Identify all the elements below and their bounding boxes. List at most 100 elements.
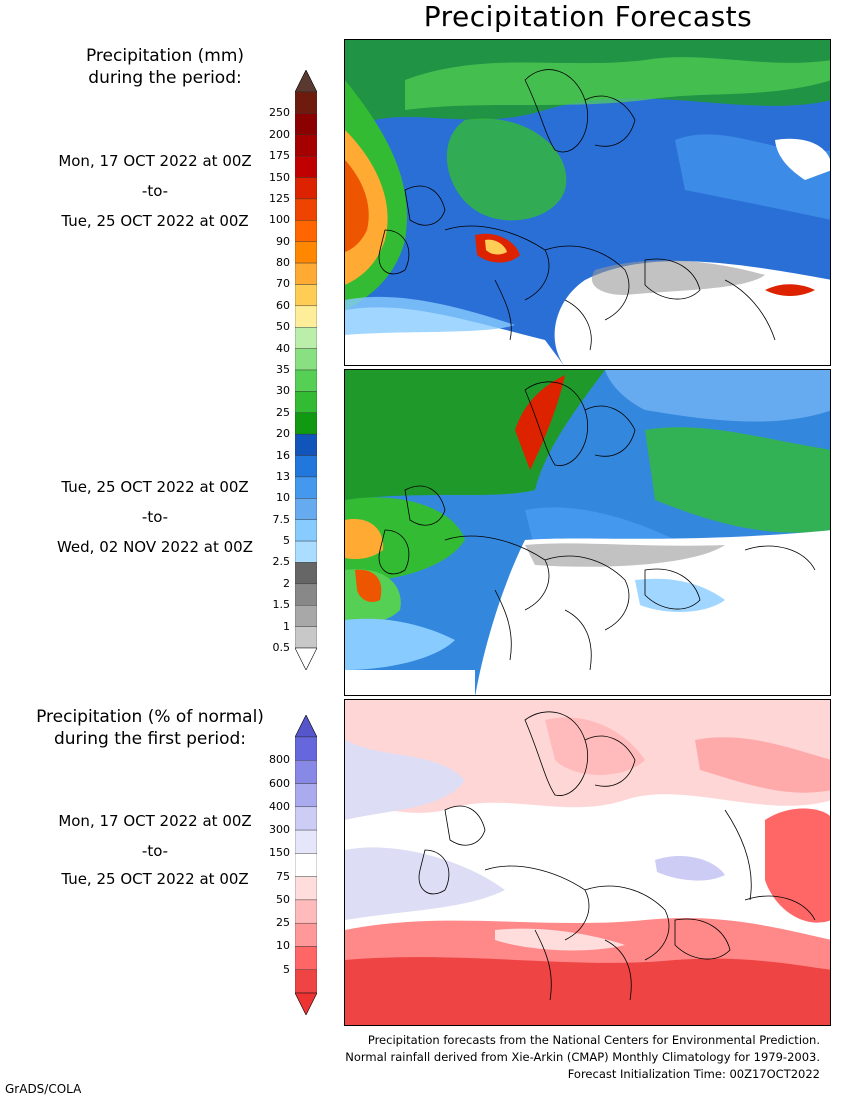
colorbar-segment xyxy=(294,241,318,264)
colorbar-segment xyxy=(294,455,318,478)
colorbar-tick-label: 5 xyxy=(283,962,290,976)
colorbar-segment xyxy=(294,519,318,542)
period1-start: Mon, 17 OCT 2022 at 00Z xyxy=(58,152,252,170)
period1-to: -to- xyxy=(141,182,169,200)
colorbar-tick-label: 90 xyxy=(276,234,290,248)
percent-colorbar xyxy=(294,714,318,1016)
colorbar-tick-label: 60 xyxy=(276,298,290,312)
precip-map-period2 xyxy=(345,370,830,695)
period3-start: Mon, 17 OCT 2022 at 00Z xyxy=(58,812,252,830)
colorbar-segment xyxy=(294,433,318,456)
amount-legend-header-line1: Precipitation (mm) xyxy=(85,46,245,66)
map-panel-period2 xyxy=(344,369,831,696)
amount-colorbar-svg xyxy=(294,69,318,671)
percent-legend-header-line1: Precipitation (% of normal) xyxy=(36,707,264,727)
colorbar-tick-label: 5 xyxy=(283,534,290,548)
colorbar-tick-label: 10 xyxy=(276,939,290,953)
colorbar-tick-label: 0.5 xyxy=(272,641,291,654)
colorbar-segment xyxy=(294,605,318,627)
colorbar-tick-label: 10 xyxy=(276,491,290,505)
colorbar-tick-label: 7.5 xyxy=(272,512,291,526)
colorbar-tick-label: 16 xyxy=(276,448,290,462)
footer-line2: Normal rainfall derived from Xie-Arkin (… xyxy=(345,1050,820,1064)
colorbar-tick-label: 40 xyxy=(276,341,290,355)
colorbar-segment xyxy=(294,562,318,585)
colorbar-segment xyxy=(294,853,318,877)
colorbar-tick-label: 30 xyxy=(276,384,290,398)
percent-legend-header: Precipitation (% of normal) during the f… xyxy=(10,706,290,750)
precip-map-period1 xyxy=(345,40,830,365)
colorbar-segment xyxy=(294,736,318,761)
colorbar-segment xyxy=(294,327,318,349)
footer-line3: Forecast Initialization Time: 00Z17OCT20… xyxy=(567,1067,820,1081)
colorbar-segment xyxy=(294,540,318,563)
colorbar-segment xyxy=(294,305,318,328)
colorbar-tick-label: 25 xyxy=(276,405,290,419)
percent-colorbar-svg xyxy=(294,714,318,1016)
colorbar-segment xyxy=(294,155,318,178)
colorbar-bottom-cap xyxy=(294,647,318,671)
colorbar-segment xyxy=(294,220,318,242)
colorbar-tick-label: 50 xyxy=(276,892,290,906)
colorbar-top-cap xyxy=(294,714,318,738)
colorbar-segment xyxy=(294,876,318,901)
colorbar-segment xyxy=(294,783,318,808)
colorbar-tick-label: 800 xyxy=(269,753,290,767)
colorbar-segment xyxy=(294,760,318,784)
colorbar-segment xyxy=(294,829,318,854)
colorbar-tick-label: 35 xyxy=(276,363,290,376)
colorbar-tick-label: 50 xyxy=(276,320,290,334)
period2-to: -to- xyxy=(141,508,169,526)
colorbar-tick-label: 20 xyxy=(276,427,290,441)
period3-end: Tue, 25 OCT 2022 at 00Z xyxy=(61,870,249,888)
colorbar-tick-label: 125 xyxy=(269,191,290,205)
colorbar-bottom-cap xyxy=(294,992,318,1016)
colorbar-tick-label: 600 xyxy=(269,776,290,790)
colorbar-tick-label: 100 xyxy=(269,213,290,227)
colorbar-tick-label: 200 xyxy=(269,127,290,141)
amount-legend-header: Precipitation (mm) during the period: xyxy=(40,45,290,89)
percent-normal-map xyxy=(345,700,830,1025)
colorbar-segment xyxy=(294,412,318,435)
colorbar-segment xyxy=(294,348,318,371)
colorbar-segment xyxy=(294,922,318,947)
period3-to: -to- xyxy=(141,842,169,860)
page-title: Precipitation Forecasts xyxy=(423,0,753,33)
colorbar-tick-label: 1 xyxy=(283,619,290,633)
percent-colorbar-ticks: 800 600 400 300 150 75 50 25 10 5 xyxy=(250,715,292,1015)
colorbar-segment xyxy=(294,899,318,924)
colorbar-tick-label: 300 xyxy=(269,823,290,837)
colorbar-tick-label: 70 xyxy=(276,277,290,291)
colorbar-tick-label: 150 xyxy=(269,170,290,184)
colorbar-segment xyxy=(294,583,318,606)
colorbar-segment xyxy=(294,262,318,285)
colorbar-tick-label: 400 xyxy=(269,799,290,813)
map-panel-percent xyxy=(344,699,831,1026)
colorbar-segment xyxy=(294,626,318,649)
colorbar-tick-label: 175 xyxy=(269,149,290,163)
amount-colorbar xyxy=(294,69,318,671)
amount-legend-header-line2: during the period: xyxy=(88,68,242,88)
colorbar-segment xyxy=(294,113,318,135)
period2-start: Tue, 25 OCT 2022 at 00Z xyxy=(61,478,249,496)
period2-end: Wed, 02 NOV 2022 at 00Z xyxy=(56,538,254,556)
period1-end: Tue, 25 OCT 2022 at 00Z xyxy=(61,212,249,230)
grads-credit: GrADS/COLA xyxy=(5,1082,82,1096)
colorbar-segment xyxy=(294,284,318,307)
colorbar-tick-label: 2 xyxy=(283,576,290,590)
colorbar-tick-label: 25 xyxy=(276,916,290,930)
colorbar-tick-label: 1.5 xyxy=(272,598,291,612)
colorbar-segment xyxy=(294,91,318,114)
colorbar-tick-label: 250 xyxy=(269,106,290,120)
colorbar-tick-label: 2.5 xyxy=(272,555,291,569)
colorbar-tick-label: 150 xyxy=(269,846,290,860)
percent-legend-header-line2: during the first period: xyxy=(53,729,247,749)
colorbar-tick-label: 13 xyxy=(276,469,290,483)
amount-colorbar-ticks: 250 200 175 150 125 100 90 80 70 60 50 40 35 30 25 20 16… xyxy=(250,70,292,670)
colorbar-segment xyxy=(294,476,318,499)
colorbar-segment xyxy=(294,391,318,413)
colorbar-segment xyxy=(294,134,318,157)
colorbar-segment xyxy=(294,369,318,392)
colorbar-top-cap xyxy=(294,69,318,93)
colorbar-segment xyxy=(294,969,318,994)
